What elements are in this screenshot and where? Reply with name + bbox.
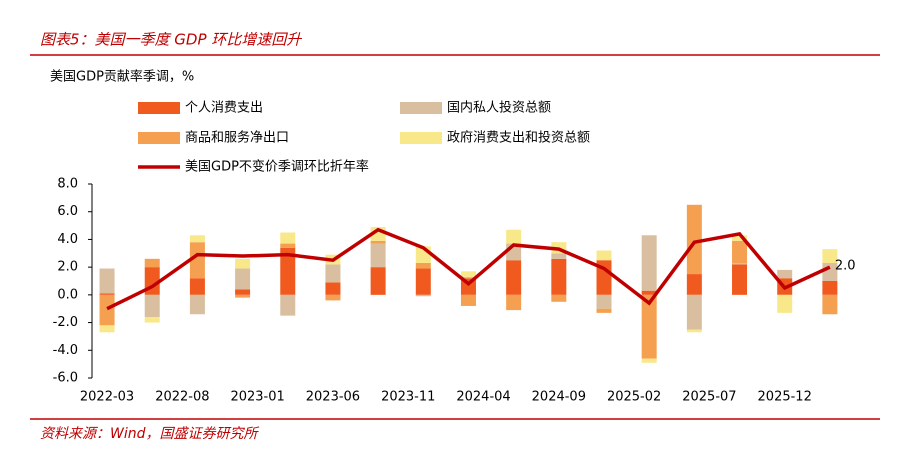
bar bbox=[370, 243, 386, 268]
bar bbox=[460, 271, 476, 277]
bar bbox=[732, 262, 748, 265]
legend-label: 政府消费支出和投资总额 bbox=[447, 130, 590, 146]
bar bbox=[732, 240, 748, 263]
bar bbox=[686, 204, 702, 275]
bar bbox=[235, 268, 251, 290]
bar bbox=[325, 282, 341, 295]
bar bbox=[99, 293, 115, 295]
bar bbox=[415, 294, 431, 297]
bar bbox=[370, 240, 386, 244]
y-tick-label: 6.0 bbox=[57, 204, 78, 219]
x-tick-label: 2022-03 bbox=[80, 390, 134, 405]
y-tick-label: 4.0 bbox=[57, 232, 78, 247]
x-tick-label: 2024-09 bbox=[532, 390, 586, 405]
bar bbox=[822, 281, 838, 295]
bar bbox=[280, 247, 296, 295]
bar bbox=[641, 358, 657, 363]
legend-swatch bbox=[400, 102, 442, 114]
bar bbox=[822, 294, 838, 315]
bar bbox=[325, 294, 341, 301]
bar bbox=[460, 294, 476, 306]
bar bbox=[280, 243, 296, 248]
y-tick-label: -4.0 bbox=[53, 343, 78, 358]
data-label: 2.0 bbox=[835, 259, 856, 274]
bar bbox=[325, 264, 341, 283]
bar bbox=[189, 278, 205, 295]
bar bbox=[686, 329, 702, 333]
bar bbox=[99, 325, 115, 333]
bar bbox=[551, 258, 567, 295]
x-tick-label: 2022-08 bbox=[155, 390, 209, 405]
bar bbox=[99, 268, 115, 294]
bar bbox=[596, 294, 612, 309]
bar bbox=[235, 258, 251, 269]
x-tick-label: 2024-04 bbox=[456, 390, 510, 405]
bar bbox=[596, 260, 612, 295]
bar bbox=[822, 249, 838, 263]
y-tick-label: 2.0 bbox=[57, 260, 78, 275]
bar bbox=[506, 229, 522, 244]
bar bbox=[144, 294, 160, 318]
legend-label: 国内私人投资总额 bbox=[447, 100, 551, 116]
y-tick-label: 0.0 bbox=[57, 287, 78, 302]
x-tick-label: 2025-12 bbox=[758, 390, 812, 405]
bar bbox=[370, 267, 386, 295]
bar bbox=[189, 235, 205, 243]
legend-swatch bbox=[138, 132, 180, 144]
bar bbox=[596, 308, 612, 313]
bar bbox=[506, 294, 522, 311]
bar bbox=[415, 268, 431, 295]
x-tick-label: 2023-06 bbox=[306, 390, 360, 405]
legend-label: 美国GDP不变价季调环比折年率 bbox=[185, 159, 369, 175]
bar bbox=[99, 294, 115, 326]
bar bbox=[641, 235, 657, 291]
bar bbox=[686, 294, 702, 330]
bar bbox=[641, 294, 657, 359]
bar bbox=[641, 290, 657, 295]
bar bbox=[189, 242, 205, 279]
legend-swatch bbox=[400, 132, 442, 144]
x-tick-label: 2025-02 bbox=[607, 390, 661, 405]
x-tick-label: 2023-11 bbox=[381, 390, 435, 405]
bar bbox=[460, 276, 476, 279]
subtitle: 美国GDP贡献率季调，% bbox=[50, 69, 194, 85]
bar bbox=[551, 294, 567, 302]
y-tick-label: -6.0 bbox=[53, 371, 78, 386]
line bbox=[106, 227, 831, 311]
bar bbox=[144, 317, 160, 323]
legend-swatch bbox=[138, 102, 180, 114]
header: 图表5：美国一季度 GDP 环比增速回升 bbox=[40, 31, 302, 49]
bar bbox=[777, 294, 793, 313]
bar bbox=[280, 232, 296, 244]
bar bbox=[777, 269, 793, 279]
bar bbox=[235, 289, 251, 295]
source: 资料来源：Wind，国盛证券研究所 bbox=[40, 426, 259, 442]
y-tick-label: -2.0 bbox=[53, 315, 78, 330]
bar bbox=[189, 294, 205, 315]
legend-label: 个人消费支出 bbox=[185, 101, 263, 116]
bar bbox=[280, 294, 296, 316]
x-tick-label: 2025-07 bbox=[682, 390, 736, 405]
legend-label: 商品和服务净出口 bbox=[185, 130, 289, 146]
bar bbox=[506, 260, 522, 295]
bar bbox=[596, 250, 612, 261]
y-tick-label: 8.0 bbox=[57, 177, 78, 192]
bar bbox=[732, 235, 748, 241]
x-tick-label: 2023-01 bbox=[230, 390, 284, 405]
bar bbox=[144, 258, 160, 268]
bar bbox=[732, 264, 748, 295]
bar bbox=[235, 294, 251, 298]
bar bbox=[686, 274, 702, 295]
bar bbox=[415, 262, 431, 269]
bar bbox=[551, 253, 567, 259]
